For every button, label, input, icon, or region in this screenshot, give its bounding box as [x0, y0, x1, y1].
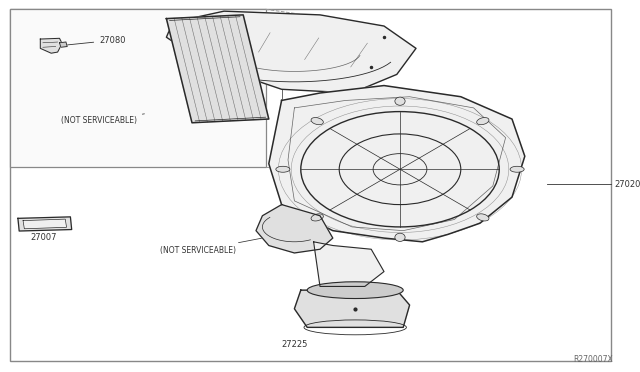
Ellipse shape [395, 233, 405, 241]
Text: R270007X: R270007X [573, 355, 613, 364]
Text: (NOT SERVICEABLE): (NOT SERVICEABLE) [61, 114, 145, 125]
Text: 27080: 27080 [65, 36, 125, 45]
Polygon shape [60, 42, 67, 47]
Ellipse shape [395, 97, 405, 105]
Text: 27007: 27007 [31, 227, 57, 242]
Polygon shape [294, 290, 410, 327]
Ellipse shape [307, 282, 403, 298]
Polygon shape [269, 86, 525, 242]
Ellipse shape [477, 118, 489, 125]
Ellipse shape [311, 118, 323, 125]
Polygon shape [314, 242, 384, 286]
Polygon shape [166, 15, 269, 123]
Polygon shape [23, 219, 67, 229]
Bar [10, 9, 266, 167]
Polygon shape [256, 205, 333, 253]
Polygon shape [18, 217, 72, 231]
Ellipse shape [276, 166, 290, 172]
Polygon shape [40, 38, 62, 53]
Ellipse shape [477, 214, 489, 221]
Ellipse shape [311, 214, 323, 221]
Text: (NOT SERVICEABLE): (NOT SERVICEABLE) [160, 235, 279, 255]
Polygon shape [166, 11, 416, 93]
Text: 27020: 27020 [614, 180, 640, 189]
Ellipse shape [510, 166, 524, 172]
Text: 27225: 27225 [282, 340, 308, 349]
